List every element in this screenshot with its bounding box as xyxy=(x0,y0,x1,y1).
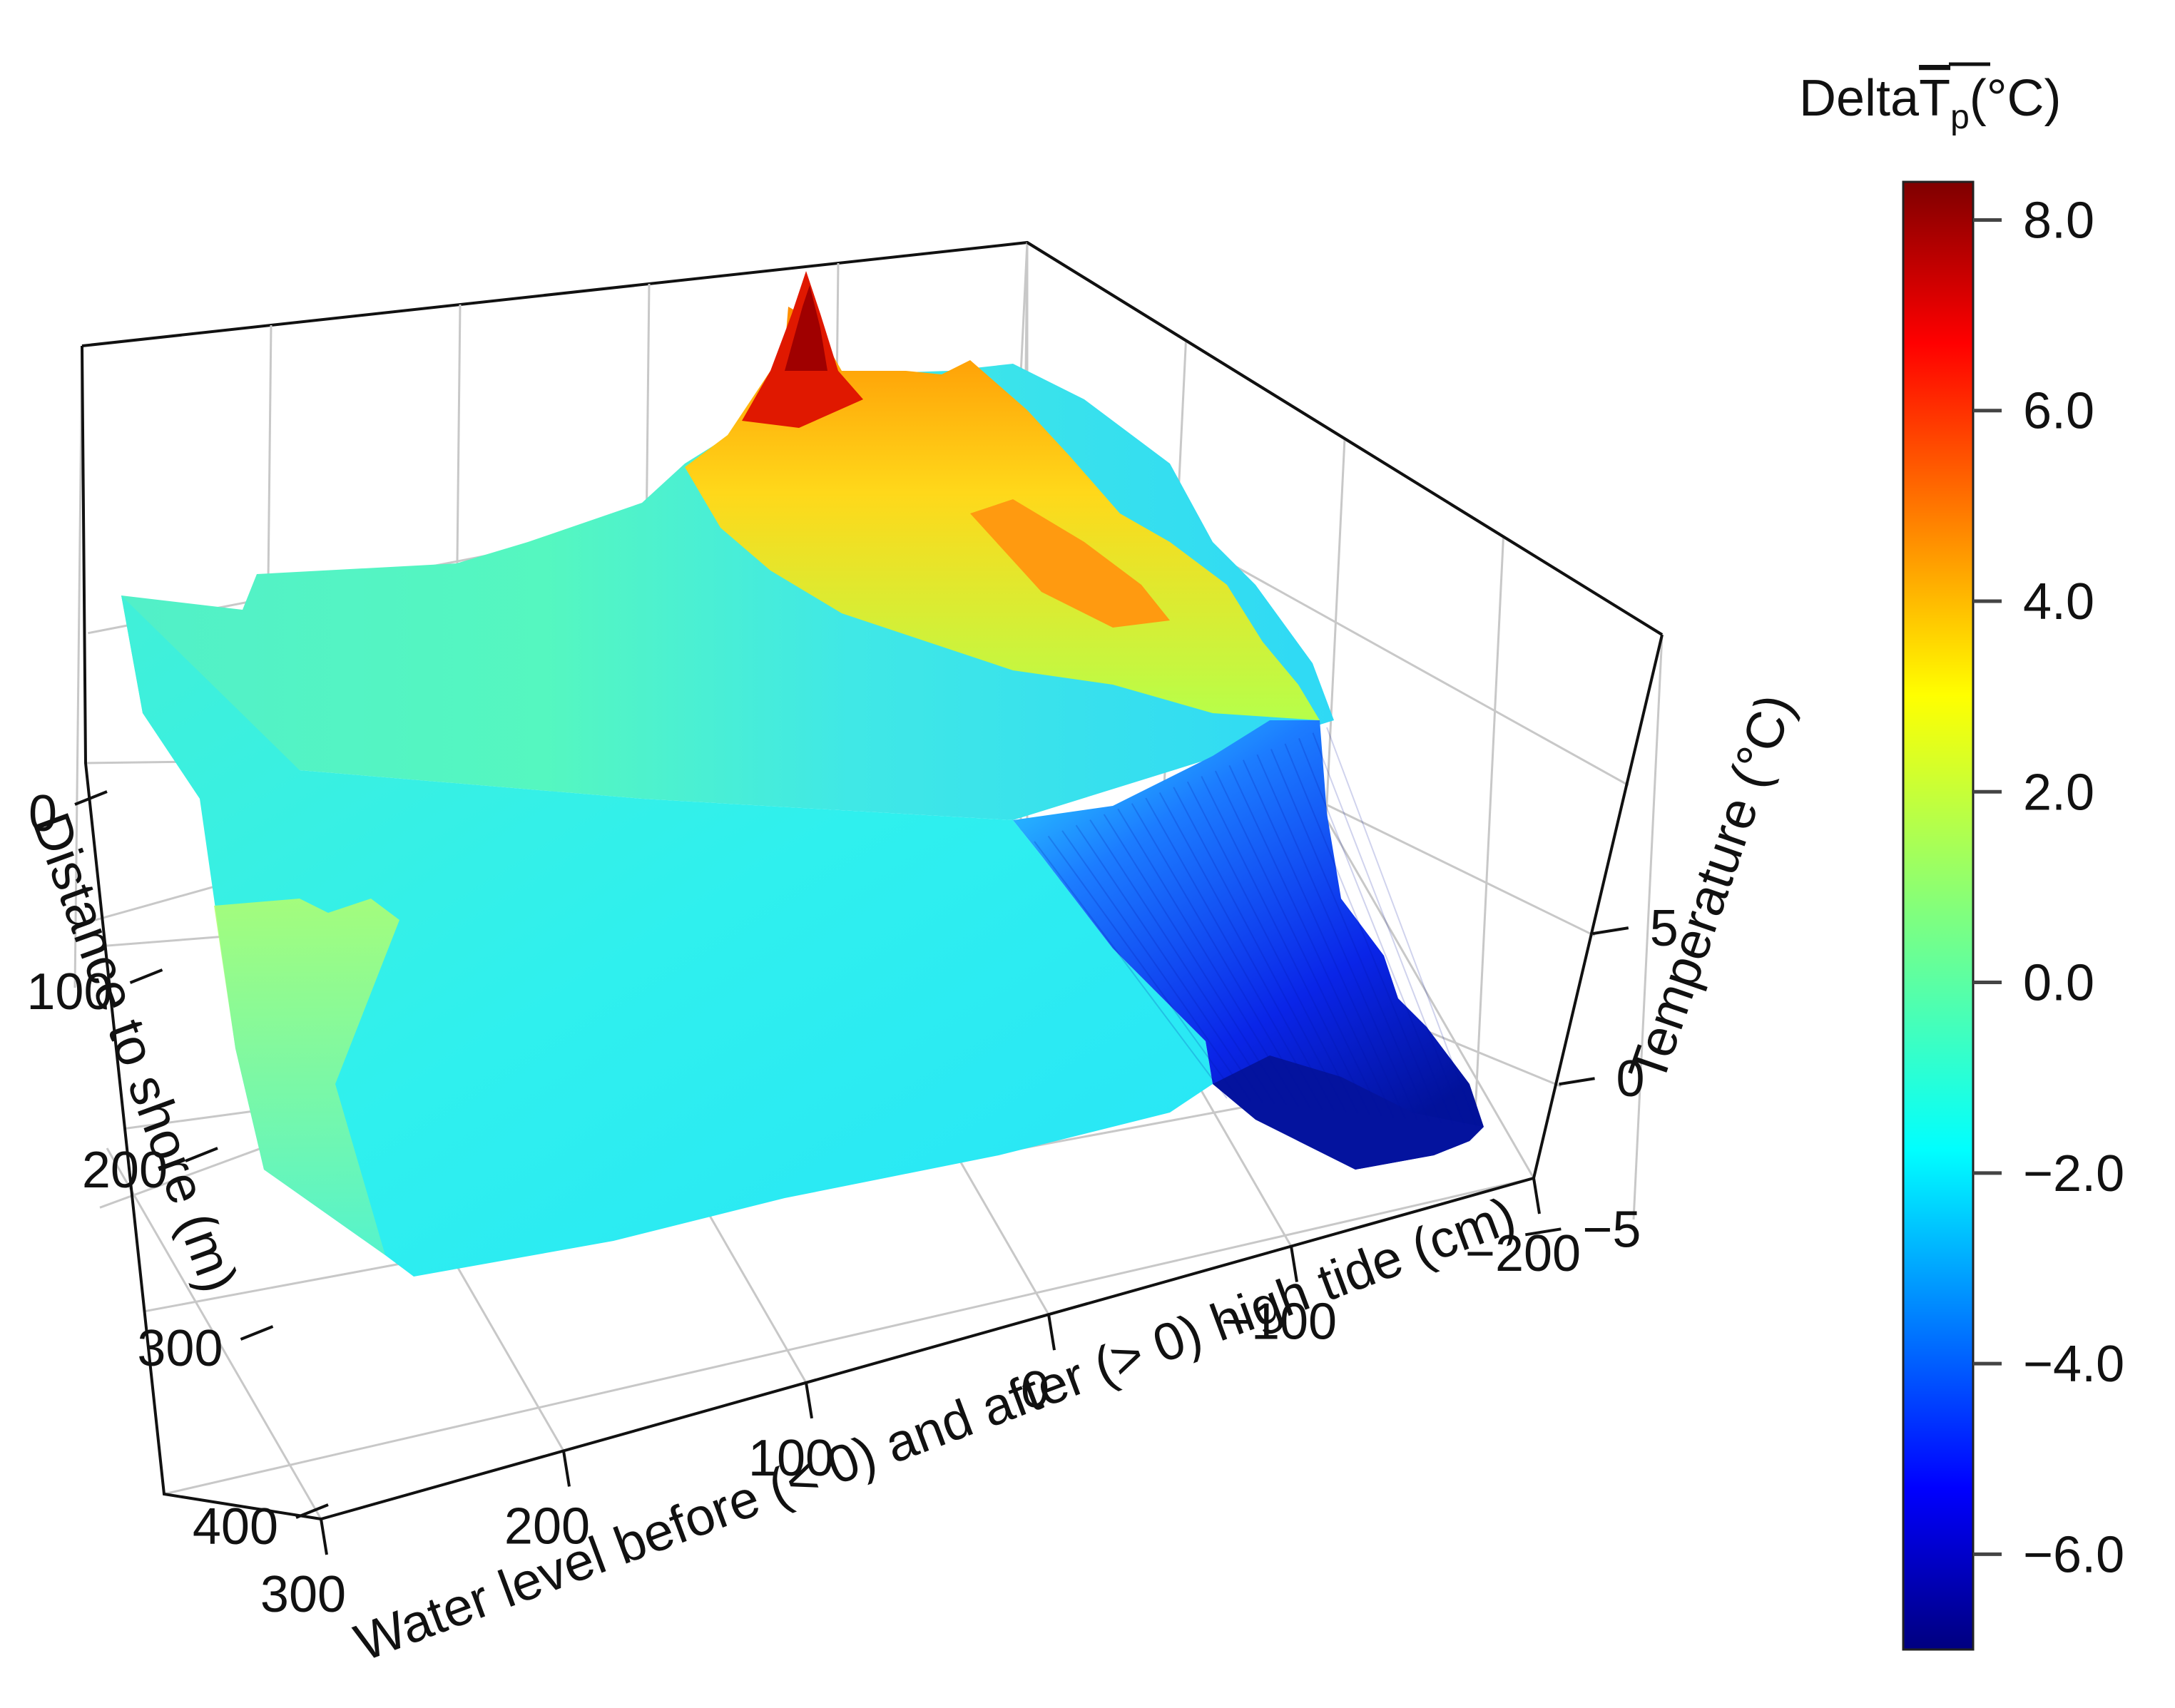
side-wall-gridline-y xyxy=(1474,536,1504,1122)
colorbar-title-prefix: Delta xyxy=(1799,70,1920,127)
colorbar: 8.0 6.0 4.0 2.0 0.0 −2.0 −4.0 −6.0 DeltaTp(°C) xyxy=(1799,62,2124,1651)
colorbar-tick-label: 0.0 xyxy=(2023,955,2094,1012)
surface-facet-line xyxy=(1326,727,1477,1127)
surface-facet-line xyxy=(1131,803,1311,1108)
x-tick-mark xyxy=(1290,1246,1298,1282)
z-tick-mark xyxy=(1525,1227,1562,1237)
colorbar-tick-label: 2.0 xyxy=(2023,764,2094,821)
x-tick-label: 200 xyxy=(504,1498,590,1555)
floor-gridline-x xyxy=(106,1147,322,1520)
x-tick-mark xyxy=(320,1518,328,1555)
x-tick-mark xyxy=(805,1382,813,1419)
colorbar-tick-label: 8.0 xyxy=(2023,192,2094,249)
colorbar-tick-label: −2.0 xyxy=(2023,1145,2124,1202)
surface-facet-line xyxy=(1103,814,1288,1106)
y-tick-mark xyxy=(74,790,108,806)
z-tick-mark xyxy=(1559,1077,1595,1086)
z-axis-title: Temperature (°C) xyxy=(1617,687,1805,1089)
colorbar-ticks: 8.0 6.0 4.0 2.0 0.0 −2.0 −4.0 −6.0 xyxy=(1973,192,2124,1583)
box-front-edges xyxy=(81,241,1664,1520)
surface-flat-field xyxy=(121,595,1213,1277)
y-tick-mark xyxy=(129,968,163,984)
colorbar-gradient xyxy=(1902,180,1975,1651)
x-axis-ticks: 300 200 100 0 −100 −200 xyxy=(260,1177,1581,1623)
side-wall-gridline-y xyxy=(1632,634,1664,1220)
y-tick-mark xyxy=(240,1325,274,1341)
z-tick-label: 5 xyxy=(1650,900,1679,957)
x-tick-mark xyxy=(1047,1314,1056,1351)
colorbar-title-subscript: p xyxy=(1950,98,1970,136)
colorbar-tick-label: 4.0 xyxy=(2023,573,2094,630)
temperature-surface xyxy=(121,271,1484,1277)
surface-facet-line xyxy=(1117,808,1299,1107)
y-tick-label: 200 xyxy=(82,1142,168,1199)
surface-cold-cliff xyxy=(1013,720,1484,1170)
y-tick-label: 0 xyxy=(29,785,57,842)
surface-facet-line xyxy=(1186,781,1359,1114)
z-tick-label: 0 xyxy=(1616,1050,1645,1108)
surface-facet-line xyxy=(1214,770,1382,1117)
surface-facet-line xyxy=(1284,743,1442,1123)
y-tick-mark xyxy=(295,1503,329,1519)
colorbar-title-unit: (°C) xyxy=(1970,70,2062,127)
surface-warm-bump xyxy=(970,499,1170,628)
y-tick-label: 400 xyxy=(193,1498,278,1555)
surface-peak-top xyxy=(785,285,827,371)
box-left-edge xyxy=(81,345,322,1520)
y-tick-label: 100 xyxy=(26,963,112,1021)
y-axis-ticks: 0 100 200 300 400 xyxy=(26,785,329,1555)
y-tick-label: 300 xyxy=(137,1320,223,1377)
surface-front-lip xyxy=(214,899,399,1255)
surface-facet-line xyxy=(1075,824,1263,1103)
surface-facet-line xyxy=(1158,792,1335,1111)
colorbar-tick-label: 6.0 xyxy=(2023,383,2094,440)
surface-facet-line xyxy=(1298,737,1454,1125)
x-axis-line xyxy=(320,1177,1534,1520)
surface-facet-line xyxy=(1242,760,1406,1119)
surface-cold-floor xyxy=(1213,1055,1484,1170)
x-tick-label: 0 xyxy=(1021,1361,1049,1418)
surface-facet-line xyxy=(1173,787,1347,1113)
surface-facet-line xyxy=(1061,830,1252,1102)
z-axis-ticks: 5 0 −5 xyxy=(1525,900,1679,1258)
surface-facet-line xyxy=(1256,754,1418,1120)
surface-facet-line xyxy=(1312,732,1466,1126)
z-tick-label: −5 xyxy=(1582,1201,1641,1258)
y-tick-mark xyxy=(185,1147,218,1162)
colorbar-tick-label: −4.0 xyxy=(2023,1336,2124,1393)
surface-facet-line xyxy=(1089,819,1275,1105)
x-tick-label: −100 xyxy=(1221,1294,1337,1351)
back-wall-gridline-x xyxy=(73,345,83,988)
floor-gridline-x xyxy=(1318,807,1535,1179)
x-axis-title: Water level before (< 0) and after (> 0)… xyxy=(347,1185,1523,1672)
surface-facet-line xyxy=(1270,749,1430,1122)
surface-facet-line xyxy=(1034,841,1228,1099)
surface-facet-line xyxy=(1228,764,1395,1118)
x-tick-label: −200 xyxy=(1465,1225,1581,1282)
colorbar-title: DeltaTp(°C) xyxy=(1799,70,2062,136)
box-right-top-edge xyxy=(1026,241,1664,636)
colorbar-tick-label: −6.0 xyxy=(2023,1526,2124,1583)
floor-gridline-y xyxy=(163,1177,1534,1495)
x-tick-mark xyxy=(562,1451,571,1487)
colorbar-title-symbol: T xyxy=(1919,70,1950,127)
x-tick-label: 100 xyxy=(748,1430,834,1487)
surface-facet-line xyxy=(1145,797,1323,1110)
z-tick-mark xyxy=(1592,926,1629,936)
surface-facet-line xyxy=(1201,776,1370,1115)
x-tick-label: 300 xyxy=(260,1566,346,1623)
surface-facet-line xyxy=(1047,835,1240,1100)
z-axis-line xyxy=(1532,634,1664,1179)
x-tick-mark xyxy=(1532,1177,1541,1214)
